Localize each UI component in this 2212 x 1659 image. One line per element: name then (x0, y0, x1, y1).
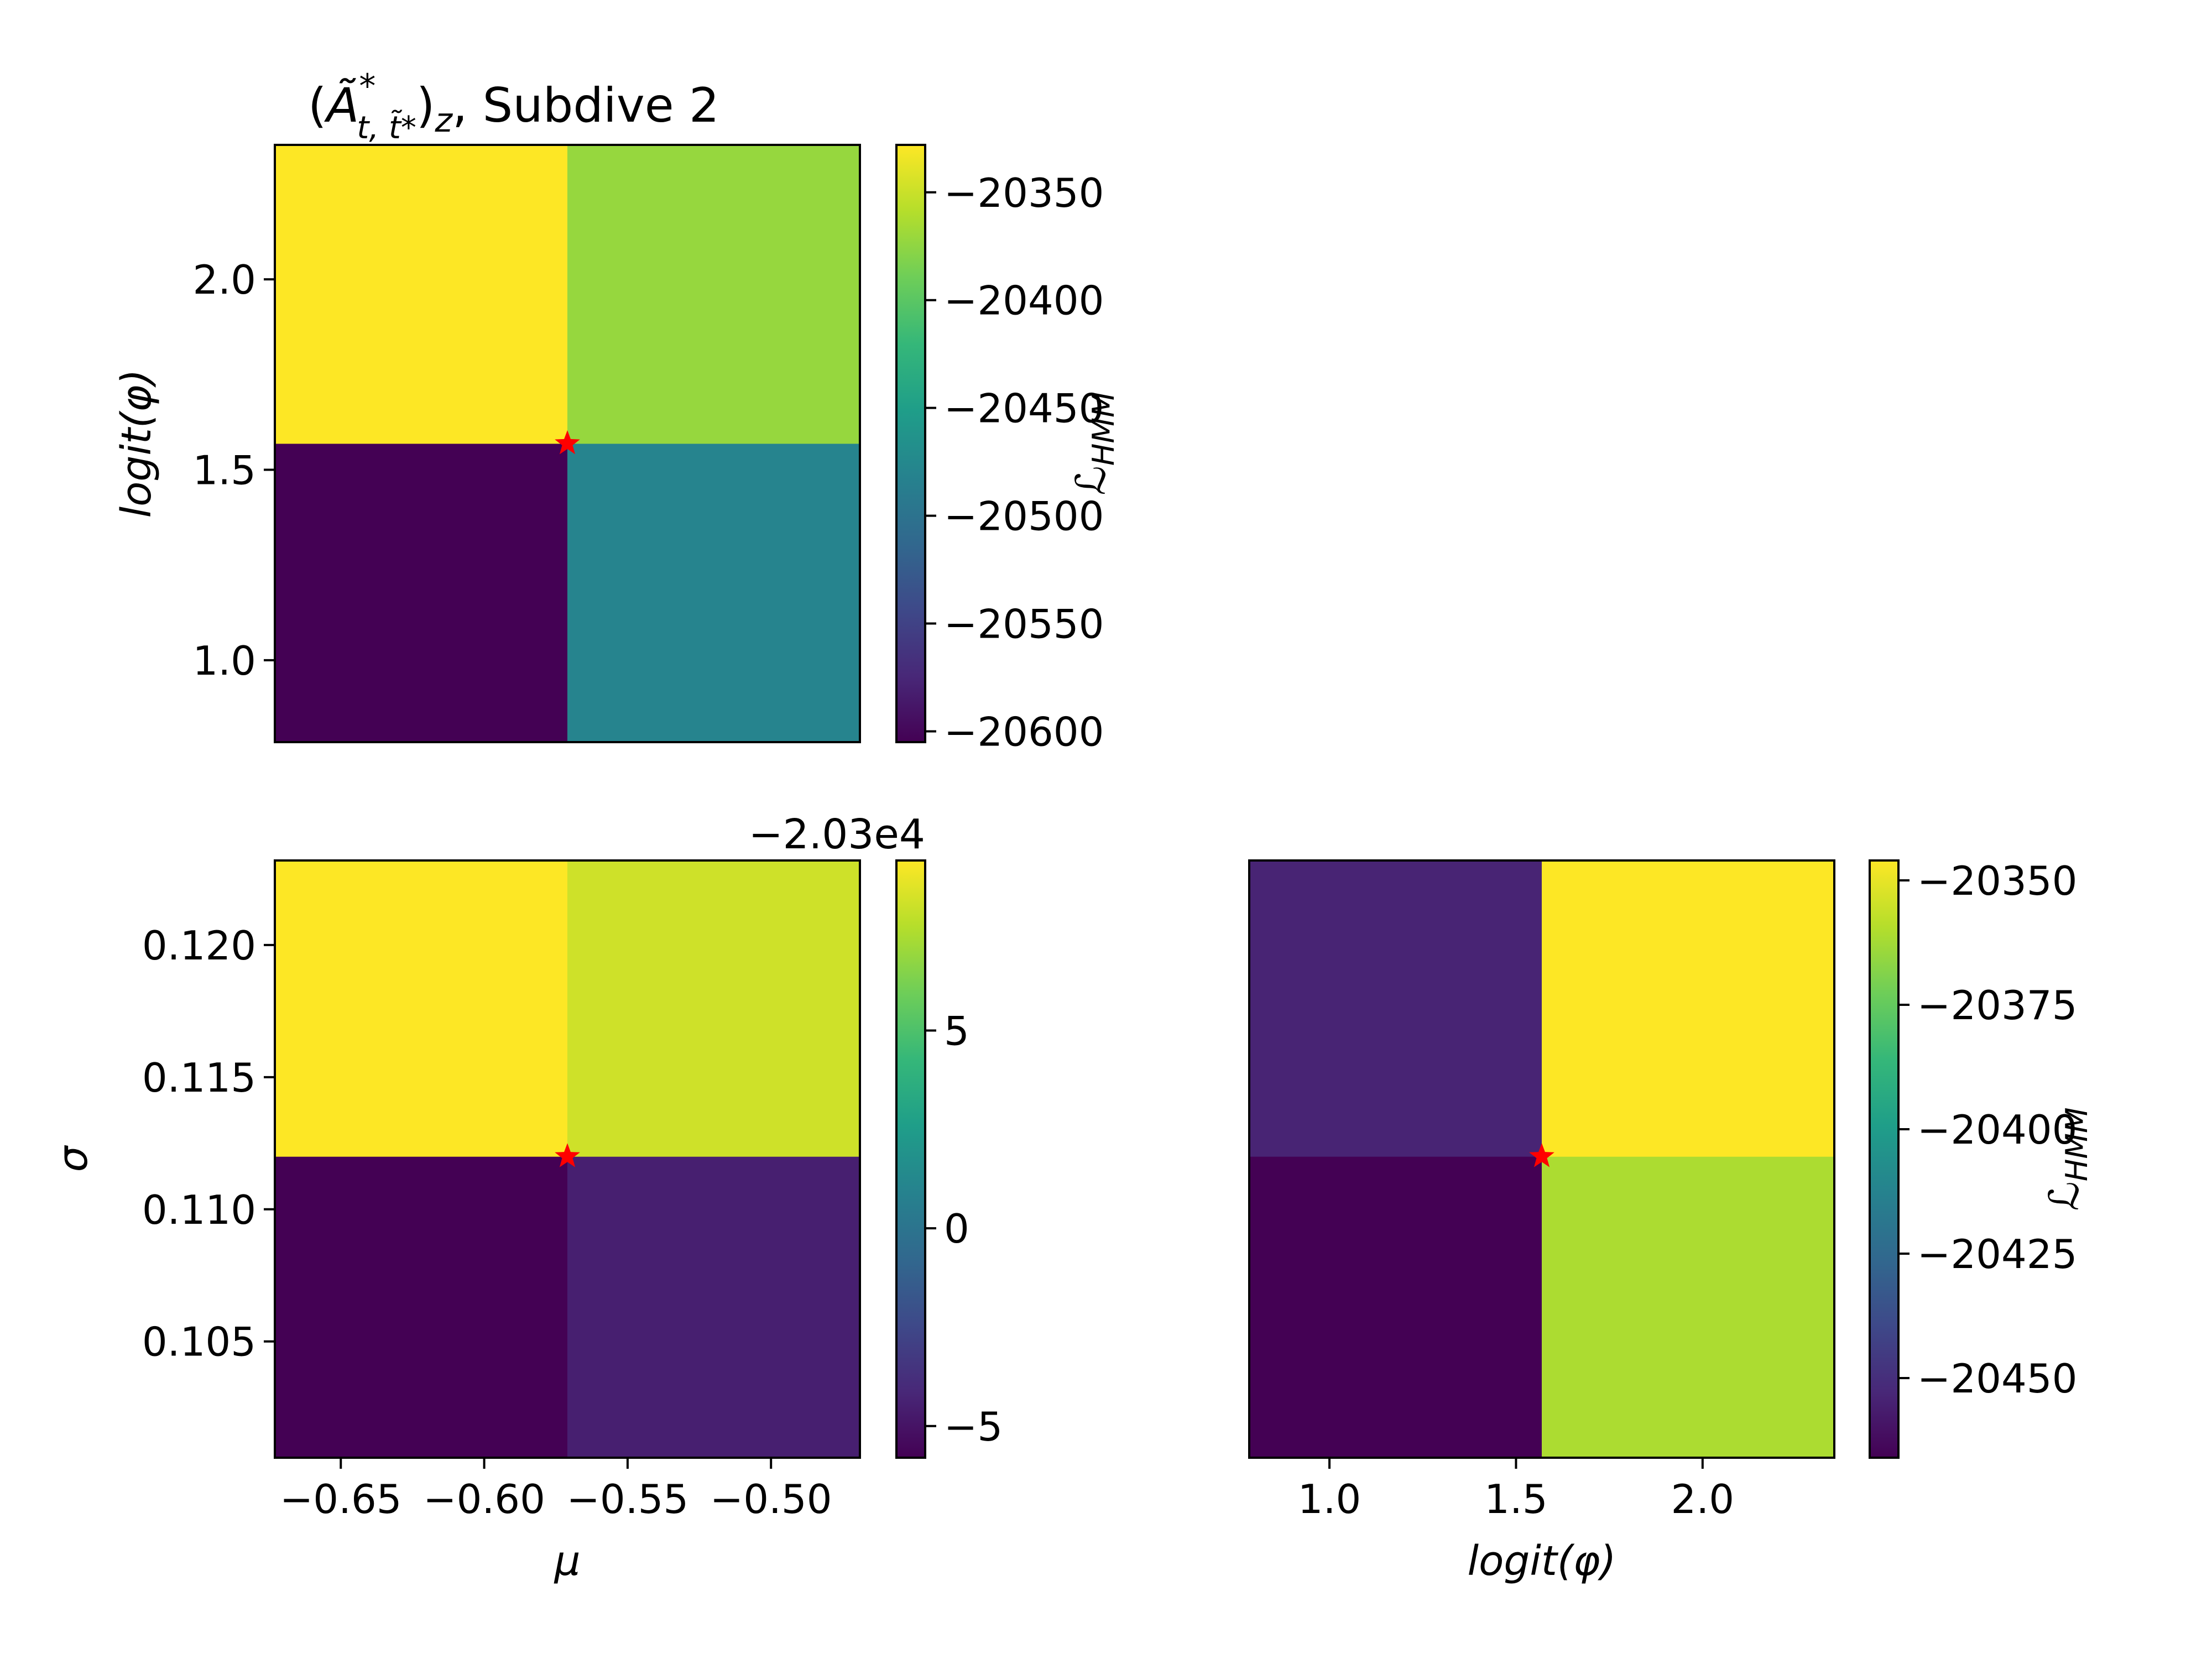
y-axis-label: σ (49, 1145, 97, 1172)
y-tick-label: 0.105 (142, 1319, 256, 1365)
chart-title-part: * (359, 67, 375, 106)
colorbar-tick-label: −20500 (944, 493, 1104, 540)
heatmap-cell (1249, 1156, 1542, 1458)
colorbar-tick-label: −20350 (944, 170, 1104, 216)
best-point-star-marker (1529, 1143, 1554, 1167)
panel-bottom-right: 1.0 1.5 2.0 logit(φ) −20450 −20425 −20400 −2037… (1248, 858, 2094, 1585)
chart-title-part: z (434, 101, 453, 140)
heatmap-cell (275, 860, 568, 1157)
colorbar-label-sub: HMM (1086, 392, 1121, 466)
chart-title-part: Ã (324, 78, 359, 133)
heatmap-cell (1249, 860, 1542, 1157)
colorbar-tick-label: 5 (944, 1008, 969, 1055)
x-tick-label: 1.0 (1298, 1476, 1361, 1522)
y-tick-label: 1.0 (192, 638, 256, 684)
colorbar-tick-label: −20450 (944, 385, 1104, 432)
best-point-star-marker (555, 430, 580, 455)
heatmap-cell (275, 145, 568, 444)
colorbar-label-sub: HMM (2059, 1107, 2094, 1181)
heatmap-cell (567, 145, 860, 444)
panel-bottom-left: −0.65 −0.60 −0.55 −0.50 0.105 0.110 0.115 0.120… (49, 811, 1003, 1585)
y-tick-label: 0.120 (142, 922, 256, 969)
heatmap-cell (567, 1156, 860, 1458)
x-axis-label: μ (554, 1537, 580, 1585)
y-tick-label: 2.0 (192, 257, 256, 303)
colorbar-tick-label: −20400 (1917, 1107, 2077, 1153)
x-tick-label: −0.55 (567, 1476, 689, 1522)
colorbar-tick-label: −20600 (944, 709, 1104, 755)
colorbar-frame (895, 144, 926, 743)
x-tick-label: −0.60 (423, 1476, 545, 1522)
colorbar-frame (895, 859, 926, 1459)
colorbar-label-main: ℒ (2041, 1181, 2088, 1211)
x-axis-label: logit(φ) (1468, 1537, 1616, 1585)
colorbar-tick-label: −20350 (1917, 858, 2077, 904)
best-point-star-marker (555, 1143, 580, 1167)
heatmap-cell (567, 860, 860, 1157)
colorbar-tick-label: −20425 (1917, 1231, 2077, 1277)
chart-title-part: , Subdive 2 (452, 78, 719, 133)
chart-title: (Ã* t, t̃*)z, Subdive 2 (308, 67, 719, 146)
colorbar-tick-label: −20550 (944, 601, 1104, 648)
colorbar-gradient (896, 860, 925, 1458)
colorbar-tick-label: −20450 (1917, 1355, 2077, 1402)
y-tick-label: 0.110 (142, 1187, 256, 1233)
y-tick-label: 1.5 (192, 447, 256, 494)
colorbar-tick-label: 0 (944, 1206, 969, 1252)
heatmap-cell (275, 444, 568, 743)
x-tick-label: 1.5 (1484, 1476, 1548, 1522)
colorbar-gradient (896, 145, 925, 742)
colorbar-tick-label: −5 (944, 1404, 1003, 1450)
heatmap-cell (1542, 860, 1835, 1157)
y-axis-label: logit(φ) (113, 369, 160, 518)
colorbar-offset-text: −2.03e4 (749, 811, 925, 858)
colorbar-label: ℒHMM (1067, 392, 1121, 495)
axes-frame (274, 859, 861, 1459)
chart-title-part: t, t̃* (357, 110, 416, 146)
x-tick-label: −0.65 (280, 1476, 402, 1522)
colorbar-tick-label: −20375 (1917, 982, 2077, 1029)
heatmap-cell (1542, 1156, 1835, 1458)
axes-frame (274, 144, 861, 743)
colorbar-gradient (1870, 860, 1898, 1458)
y-tick-label: 0.115 (142, 1055, 256, 1101)
colorbar-tick-label: −20400 (944, 278, 1104, 324)
heatmap-cell (275, 1156, 568, 1458)
colorbar-label: ℒHMM (2041, 1107, 2094, 1211)
chart-title-part: ) (416, 78, 435, 133)
axes-frame (1248, 859, 1835, 1459)
colorbar-label-main: ℒ (1067, 466, 1115, 495)
panel-top-left: 1.0 1.5 2.0 logit(φ) (Ã* t, t̃*)z, Subdive 2 −… (113, 67, 1121, 755)
colorbar-frame (1869, 859, 1900, 1459)
chart-title-part: ( (308, 78, 327, 133)
heatmap-cell (567, 444, 860, 743)
x-tick-label: 2.0 (1671, 1476, 1735, 1522)
x-tick-label: −0.50 (710, 1476, 832, 1522)
